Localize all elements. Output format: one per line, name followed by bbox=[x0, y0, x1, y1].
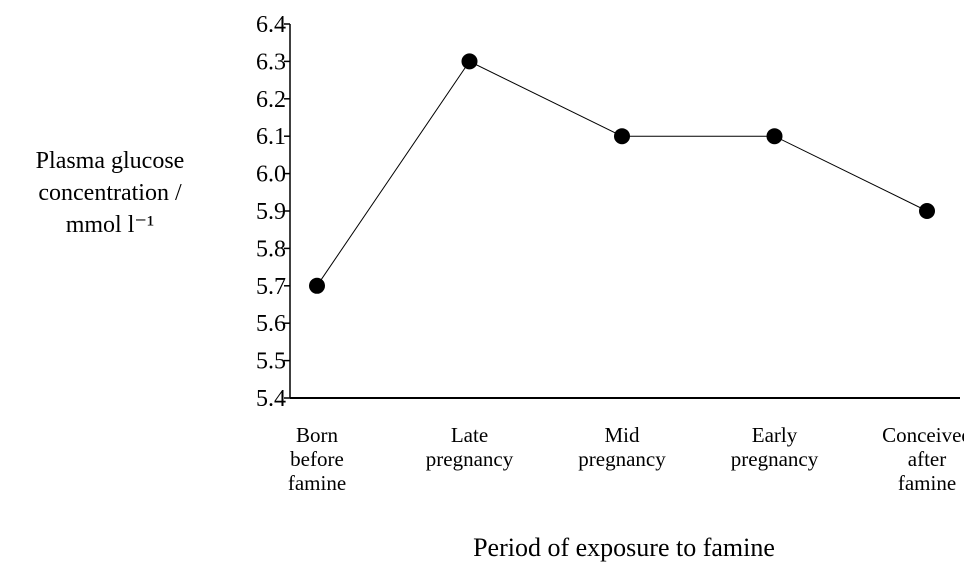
x-axis-label: Period of exposure to famine bbox=[473, 533, 775, 562]
marker bbox=[614, 128, 630, 145]
y-tick-label: 6.3 bbox=[256, 49, 286, 75]
y-tick-label: 5.7 bbox=[256, 274, 286, 300]
x-tick-label: Born before famine bbox=[288, 423, 346, 495]
y-tick-label: 5.9 bbox=[256, 199, 286, 225]
marker bbox=[919, 203, 935, 219]
y-tick-label: 5.8 bbox=[256, 236, 286, 262]
y-axis-label: Plasma glucose concentration / mmol l⁻¹ bbox=[36, 148, 185, 238]
y-tick-label: 5.4 bbox=[256, 386, 286, 412]
x-tick-label: Conceived after famine bbox=[882, 423, 964, 495]
marker bbox=[309, 277, 325, 294]
y-tick-label: 6.4 bbox=[256, 12, 286, 38]
y-tick-label: 5.6 bbox=[256, 311, 286, 337]
y-tick-label: 6.0 bbox=[256, 162, 286, 188]
line bbox=[316, 60, 928, 287]
x-tick-label: Late pregnancy bbox=[426, 423, 514, 471]
x-tick-label: Early pregnancy bbox=[731, 423, 819, 471]
marker bbox=[766, 128, 783, 145]
marker bbox=[461, 53, 478, 70]
y-tick-label: 6.1 bbox=[256, 124, 286, 150]
y-tick-label: 5.5 bbox=[256, 349, 286, 375]
y-tick-label: 6.2 bbox=[256, 87, 286, 113]
x-tick-label: Mid pregnancy bbox=[578, 423, 666, 471]
